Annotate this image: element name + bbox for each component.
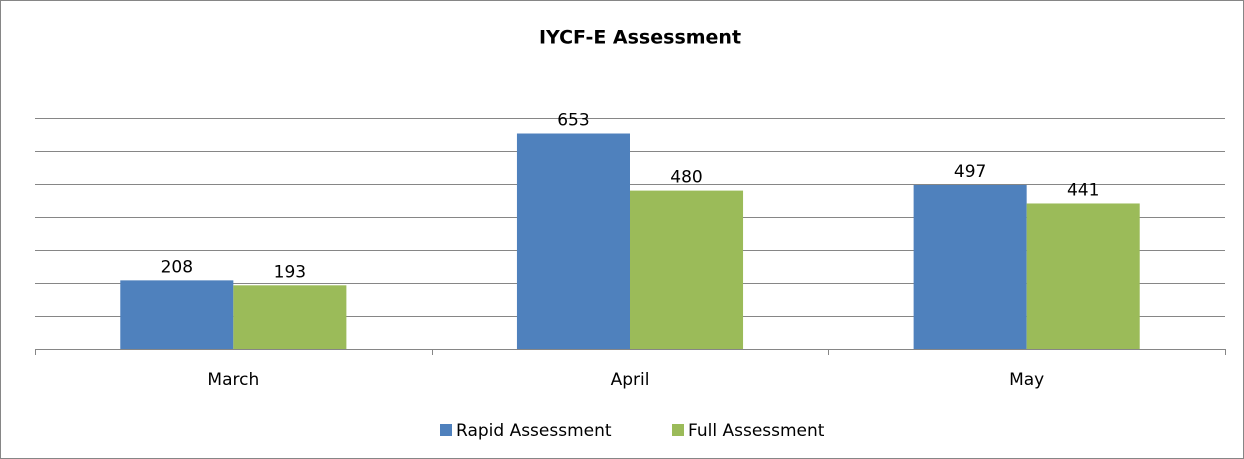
x-tick-label: May [1009,370,1044,390]
bar [913,184,1027,349]
bar [1026,203,1140,349]
data-label: 193 [274,262,306,282]
data-label: 497 [954,162,986,182]
data-label: 441 [1067,180,1099,200]
x-tick-label: April [611,370,650,390]
bar [516,133,630,349]
bar [120,280,234,349]
chart-title: IYCF-E Assessment [539,27,741,49]
data-label: 653 [557,111,589,131]
x-tick-label: March [207,370,259,390]
data-label: 208 [161,257,193,277]
legend-label: Rapid Assessment [456,421,612,441]
legend-label: Full Assessment [688,421,825,441]
legend-swatch [672,424,684,436]
data-label: 480 [670,168,702,188]
legend-swatch [440,424,452,436]
bar [233,285,347,349]
bar [630,190,744,349]
